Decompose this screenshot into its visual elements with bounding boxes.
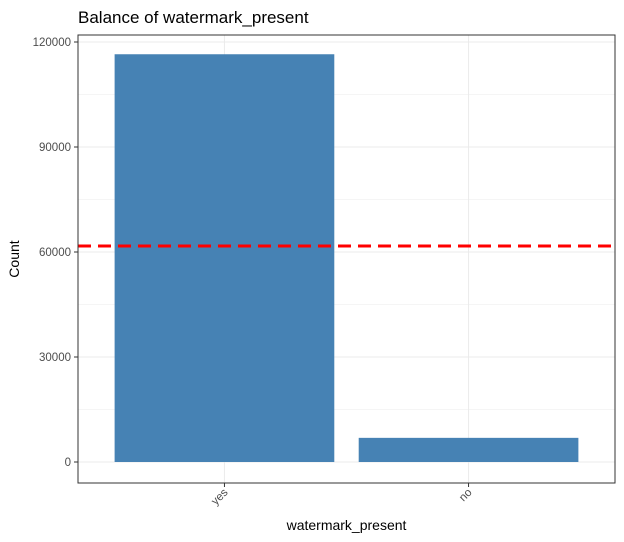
chart-title: Balance of watermark_present xyxy=(78,8,309,27)
y-axis-title: Count xyxy=(6,240,22,277)
y-tick-label: 30000 xyxy=(39,352,71,364)
y-tick-label: 0 xyxy=(65,457,71,469)
y-tick-label: 90000 xyxy=(39,142,71,154)
plot-panel-border xyxy=(77,34,616,484)
x-tick-label-no: no xyxy=(457,487,475,505)
y-tick-label: 120000 xyxy=(33,37,71,49)
y-tick-label: 60000 xyxy=(39,247,71,259)
x-axis: yes no xyxy=(209,483,475,508)
x-tick-label-yes: yes xyxy=(209,486,230,507)
x-axis-title: watermark_present xyxy=(286,517,407,533)
bars xyxy=(114,54,579,462)
y-axis: 0 30000 60000 90000 120000 xyxy=(33,37,78,469)
bar-yes xyxy=(114,54,335,462)
bar-no xyxy=(358,437,579,462)
